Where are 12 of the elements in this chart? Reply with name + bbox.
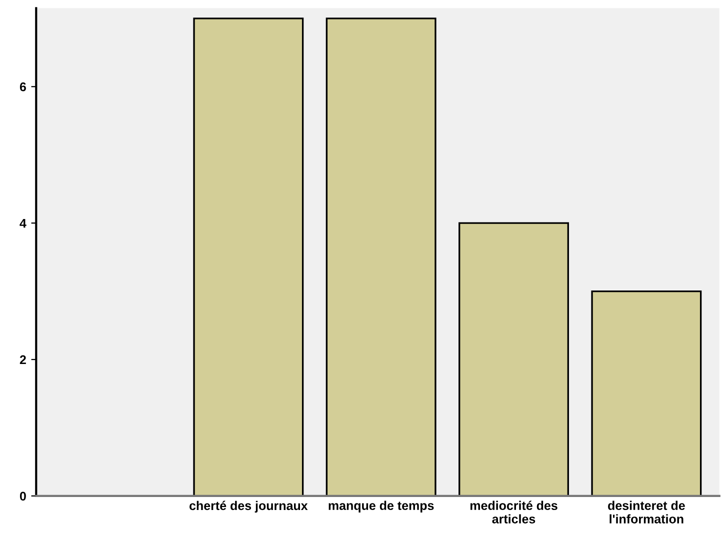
y-tick-label: 4 xyxy=(20,219,26,228)
bar xyxy=(591,290,702,496)
x-tick-label: cherté des journaux xyxy=(190,500,308,513)
bar xyxy=(326,18,436,496)
x-tick-label: manque de temps xyxy=(328,500,434,512)
bar xyxy=(458,222,569,496)
y-tick-label: 6 xyxy=(20,82,26,92)
x-tick-label: mediocrité des articles xyxy=(470,500,558,524)
y-tick-label: 0 xyxy=(20,492,26,501)
y-tick-label: 2 xyxy=(20,355,26,364)
x-tick-label: desinteret de l'information xyxy=(608,500,685,524)
bar xyxy=(193,18,304,496)
